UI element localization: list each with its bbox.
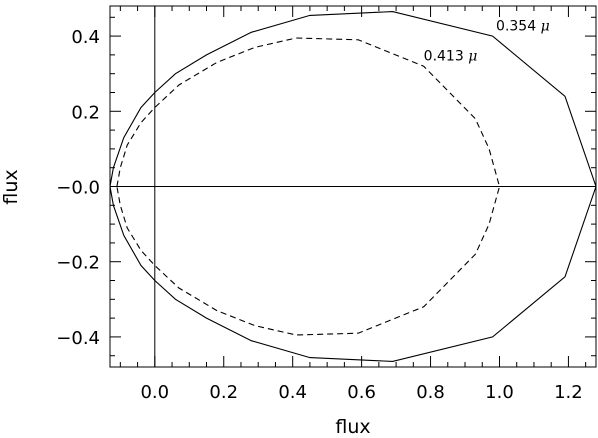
series-line-0354: [109, 11, 597, 362]
y-axis-label: flux: [0, 169, 22, 204]
y-tick-label: −0.0: [56, 178, 100, 199]
x-tick-label: 0.0: [140, 382, 169, 403]
annotation-unit: μ: [468, 49, 477, 65]
series-line-0413: [116, 37, 501, 336]
x-axis-label: flux: [335, 416, 370, 438]
x-tick-label: 1.2: [554, 382, 583, 403]
x-tick-label: 0.4: [278, 382, 307, 403]
y-tick-label: −0.4: [56, 328, 100, 349]
x-tick-label: 1.0: [485, 382, 514, 403]
x-tick-label: 0.6: [347, 382, 376, 403]
annotation-0413: 0.413 μ: [424, 49, 478, 65]
y-tick-label: 0.4: [71, 27, 100, 48]
x-tick-label: 0.8: [416, 382, 445, 403]
y-tick-label: 0.2: [71, 102, 100, 123]
y-tick-label: −0.2: [56, 253, 100, 274]
x-tick-label: 0.2: [209, 382, 238, 403]
annotation-0354: 0.354 μ: [496, 18, 550, 34]
annotation-number: 0.354: [496, 18, 541, 34]
annotation-unit: μ: [541, 18, 550, 34]
annotation-number: 0.413: [424, 49, 469, 65]
